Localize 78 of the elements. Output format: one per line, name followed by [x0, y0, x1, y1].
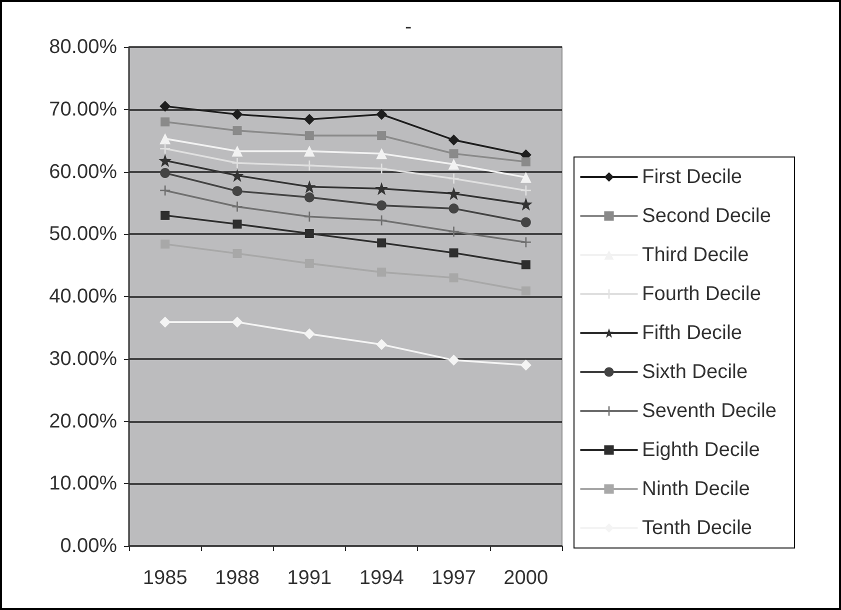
point — [160, 316, 171, 328]
x-tick-label: 1997 — [432, 567, 476, 589]
point — [304, 192, 314, 202]
point — [519, 198, 532, 211]
point — [520, 172, 532, 183]
legend-label: First Decile — [642, 166, 742, 188]
point — [448, 174, 459, 184]
point — [160, 117, 170, 126]
y-tick-label: 50.00% — [49, 223, 118, 246]
point — [447, 187, 460, 200]
legend-label: Ninth Decile — [642, 478, 750, 500]
y-tick-label: 10.00% — [49, 472, 118, 495]
point — [230, 168, 244, 182]
y-tick-label: 70.00% — [49, 98, 118, 120]
legend-label: Tenth Decile — [642, 517, 752, 539]
point — [521, 157, 530, 166]
point — [304, 114, 315, 125]
point — [448, 134, 460, 146]
point — [304, 229, 314, 238]
x-tick-label: 1994 — [359, 567, 404, 589]
x-tick-label: 1988 — [215, 567, 260, 589]
point — [304, 160, 314, 171]
y-tick-label: 20.00% — [49, 410, 118, 432]
x-tick-label: 1985 — [142, 567, 188, 589]
point — [232, 202, 242, 212]
legend-label: Third Decile — [642, 244, 749, 266]
point — [304, 328, 315, 340]
point — [232, 220, 242, 229]
point — [376, 148, 388, 160]
point — [232, 108, 243, 120]
point — [376, 215, 387, 226]
point — [449, 149, 458, 158]
point — [448, 354, 460, 366]
point — [521, 260, 530, 270]
point — [376, 108, 388, 120]
legend-label: Seventh Decile — [642, 400, 777, 422]
y-tick-label: 30.00% — [49, 348, 118, 370]
legend-label: Eighth Decile — [642, 439, 760, 461]
point — [232, 146, 243, 157]
point — [448, 226, 459, 237]
point — [160, 185, 170, 196]
point — [520, 360, 532, 371]
point — [448, 204, 459, 214]
point — [376, 339, 388, 350]
chart-title: - — [405, 16, 412, 38]
point — [304, 146, 315, 157]
point — [160, 133, 171, 144]
y-tick-label: 80.00% — [49, 36, 118, 58]
point — [160, 100, 171, 112]
point — [160, 210, 170, 220]
point — [160, 144, 170, 154]
point — [158, 154, 172, 168]
point — [377, 131, 386, 140]
point — [302, 180, 316, 194]
point — [304, 131, 314, 140]
point — [520, 237, 531, 248]
point — [449, 248, 458, 258]
point — [376, 164, 387, 174]
legend-label: Fifth Decile — [642, 322, 742, 344]
point — [160, 168, 170, 178]
point — [520, 185, 531, 196]
point — [377, 238, 386, 248]
y-tick-label: 0.00% — [60, 535, 118, 557]
point — [521, 286, 530, 296]
point — [232, 126, 242, 136]
x-tick-label: 1991 — [287, 567, 332, 589]
legend-label: Fourth Decile — [642, 283, 761, 305]
y-tick-label: 60.00% — [49, 160, 118, 183]
x-tick-label: 2000 — [504, 567, 548, 589]
point — [448, 158, 460, 170]
point — [520, 217, 531, 228]
point — [375, 182, 388, 196]
legend-label: Second Decile — [642, 205, 771, 227]
point — [232, 186, 242, 196]
point — [232, 316, 243, 328]
point — [376, 200, 387, 210]
y-tick-label: 40.00% — [49, 286, 118, 308]
legend-label: Sixth Decile — [642, 361, 748, 383]
